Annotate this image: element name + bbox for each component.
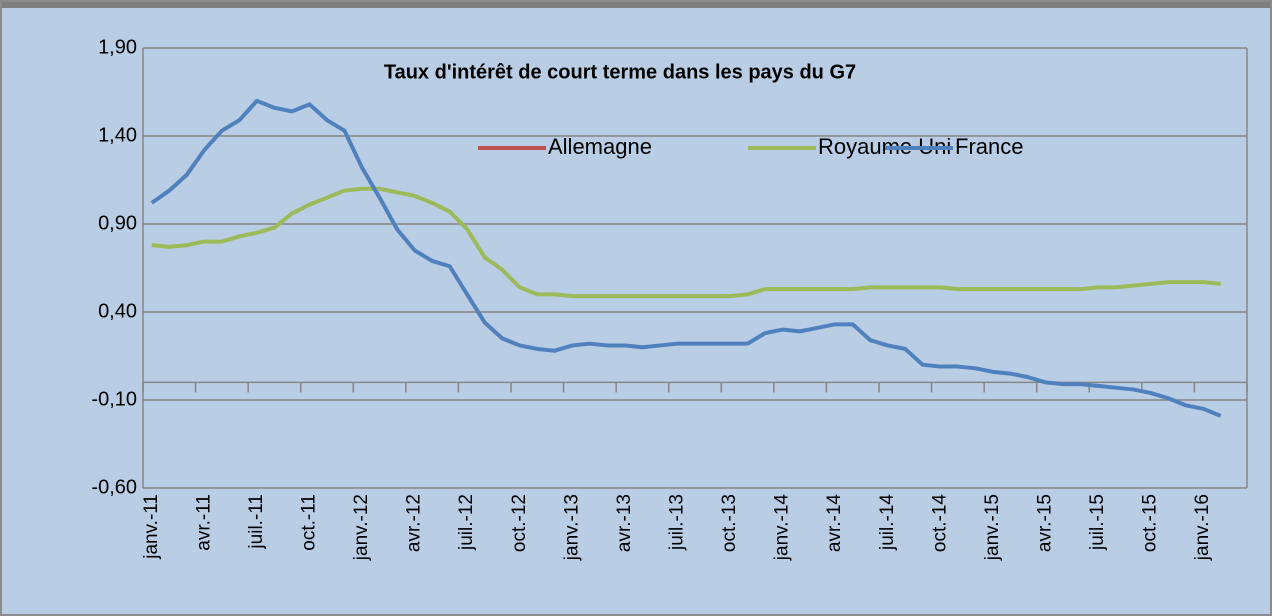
x-tick-label: oct.-15 xyxy=(1140,494,1161,552)
x-tick-label: janv.-14 xyxy=(772,494,793,562)
series-line xyxy=(151,186,1221,299)
x-tick-label: avr.-12 xyxy=(404,494,425,552)
x-tick-label: juil.-12 xyxy=(456,494,477,551)
chart-title: Taux d'intérêt de court terme dans les p… xyxy=(384,61,856,83)
legend-label: Allemagne xyxy=(548,134,652,159)
y-tick-label: 1,90 xyxy=(98,36,137,58)
x-tick-label: juil.-13 xyxy=(666,494,687,551)
x-tick-label: janv.-16 xyxy=(1192,494,1213,561)
x-tick-label: juil.-15 xyxy=(1087,494,1108,551)
legend-label: France xyxy=(955,134,1023,159)
x-tick-label: janv.-15 xyxy=(982,494,1003,561)
y-tick-label: 0,40 xyxy=(98,300,137,322)
x-tick-label: avr.-13 xyxy=(614,494,635,552)
x-tick-label: avr.-11 xyxy=(193,494,214,551)
x-tick-label: avr.-14 xyxy=(824,494,845,553)
x-tick-label: juil.-14 xyxy=(877,494,898,551)
y-tick-label: 1,40 xyxy=(98,124,137,146)
series-line xyxy=(150,98,1222,418)
y-tick-label: 0,90 xyxy=(98,212,137,234)
x-tick-label: avr.-15 xyxy=(1034,494,1055,552)
x-tick-label: oct.-12 xyxy=(509,494,530,552)
x-tick-label: oct.-13 xyxy=(719,494,740,552)
y-tick-label: -0,60 xyxy=(91,476,137,498)
x-tick-label: janv.-12 xyxy=(351,494,372,561)
x-tick-label: janv.-11 xyxy=(141,494,162,560)
x-tick-label: oct.-14 xyxy=(929,494,950,553)
top-bar xyxy=(0,0,1272,8)
x-tick-label: janv.-13 xyxy=(561,494,582,561)
x-tick-label: juil.-11 xyxy=(246,494,267,550)
x-tick-label: oct.-11 xyxy=(298,494,319,551)
y-tick-label: -0,10 xyxy=(91,388,137,410)
